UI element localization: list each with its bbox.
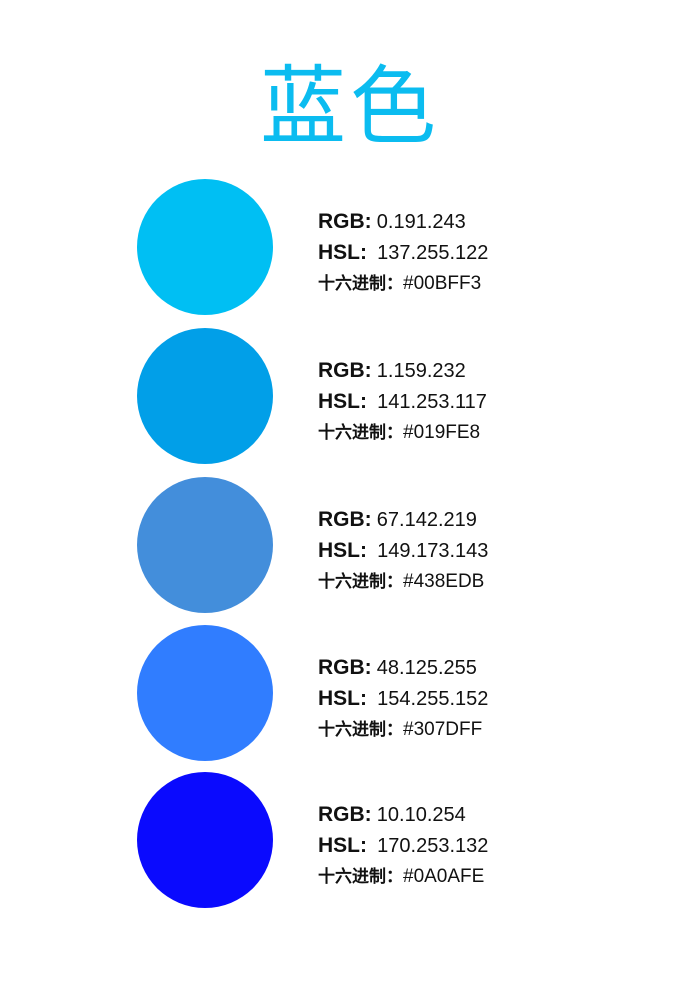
color-circle: [137, 179, 273, 315]
hsl-line: HSL: 170.253.132: [318, 830, 488, 861]
rgb-label: RGB:: [318, 656, 372, 679]
hsl-label: HSL:: [318, 390, 367, 413]
rgb-value: 48.125.255: [376, 657, 477, 679]
rgb-label: RGB:: [318, 803, 372, 826]
hsl-label: HSL:: [318, 834, 367, 857]
hsl-value: 154.255.152: [377, 688, 489, 710]
hex-label: 十六进制：: [318, 572, 403, 592]
color-info: RGB: 1.159.232 HSL: 141.253.117 十六进制：#01…: [318, 355, 487, 448]
color-swatch-row: RGB: 10.10.254 HSL: 170.253.132 十六进制：#0A…: [0, 772, 700, 912]
hsl-value: 170.253.132: [377, 835, 489, 857]
hex-value: #307DFF: [403, 719, 483, 740]
color-circle: [137, 328, 273, 464]
hex-label: 十六进制：: [318, 423, 403, 443]
hsl-value: 149.173.143: [377, 540, 489, 562]
rgb-label: RGB:: [318, 359, 372, 382]
page-title: 蓝色: [260, 57, 440, 157]
rgb-value: 0.191.243: [376, 211, 466, 233]
rgb-line: RGB: 0.191.243: [318, 206, 488, 237]
hsl-line: HSL: 149.173.143: [318, 535, 488, 566]
rgb-line: RGB: 48.125.255: [318, 652, 488, 683]
hex-value: #0A0AFE: [403, 866, 485, 887]
color-circle: [137, 625, 273, 761]
color-swatch-row: RGB: 1.159.232 HSL: 141.253.117 十六进制：#01…: [0, 328, 700, 468]
color-info: RGB: 48.125.255 HSL: 154.255.152 十六进制：#3…: [318, 652, 488, 745]
color-swatch-row: RGB: 67.142.219 HSL: 149.173.143 十六进制：#4…: [0, 477, 700, 617]
color-circle: [137, 477, 273, 613]
color-swatch-row: RGB: 0.191.243 HSL: 137.255.122 十六进制：#00…: [0, 179, 700, 319]
hex-value: #019FE8: [403, 422, 481, 443]
hsl-label: HSL:: [318, 241, 367, 264]
rgb-line: RGB: 1.159.232: [318, 355, 487, 386]
hsl-line: HSL: 137.255.122: [318, 237, 488, 268]
hex-label: 十六进制：: [318, 720, 403, 740]
rgb-value: 67.142.219: [376, 509, 477, 531]
hsl-label: HSL:: [318, 687, 367, 710]
rgb-line: RGB: 67.142.219: [318, 504, 488, 535]
rgb-line: RGB: 10.10.254: [318, 799, 488, 830]
rgb-value: 1.159.232: [376, 360, 466, 382]
color-circle: [137, 772, 273, 908]
rgb-value: 10.10.254: [376, 804, 466, 826]
hsl-label: HSL:: [318, 539, 367, 562]
hsl-value: 141.253.117: [377, 391, 487, 413]
hex-line: 十六进制：#307DFF: [318, 714, 488, 745]
hex-label: 十六进制：: [318, 867, 403, 887]
rgb-label: RGB:: [318, 508, 372, 531]
hsl-value: 137.255.122: [377, 242, 489, 264]
color-swatch-row: RGB: 48.125.255 HSL: 154.255.152 十六进制：#3…: [0, 625, 700, 765]
hex-value: #438EDB: [403, 571, 485, 592]
hex-line: 十六进制：#00BFF3: [318, 268, 488, 299]
hsl-line: HSL: 141.253.117: [318, 386, 487, 417]
color-info: RGB: 10.10.254 HSL: 170.253.132 十六进制：#0A…: [318, 799, 488, 892]
hsl-line: HSL: 154.255.152: [318, 683, 488, 714]
hex-line: 十六进制：#0A0AFE: [318, 861, 488, 892]
hex-label: 十六进制：: [318, 274, 403, 294]
hex-line: 十六进制：#019FE8: [318, 417, 487, 448]
color-info: RGB: 0.191.243 HSL: 137.255.122 十六进制：#00…: [318, 206, 488, 299]
hex-value: #00BFF3: [403, 273, 482, 294]
rgb-label: RGB:: [318, 210, 372, 233]
color-info: RGB: 67.142.219 HSL: 149.173.143 十六进制：#4…: [318, 504, 488, 597]
hex-line: 十六进制：#438EDB: [318, 566, 488, 597]
